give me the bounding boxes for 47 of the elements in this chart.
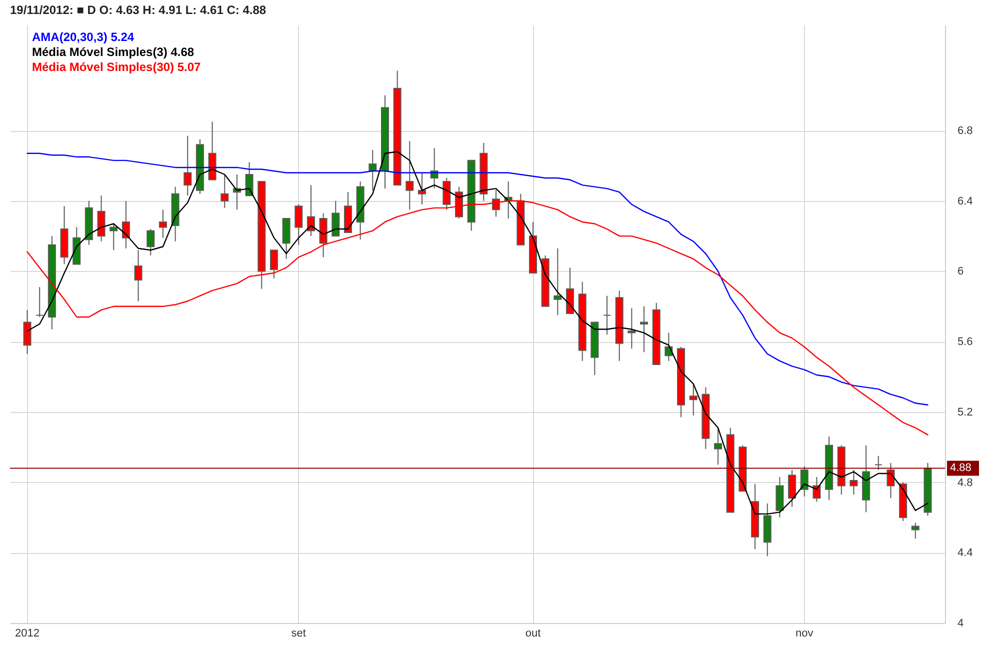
candlestick: [23, 309, 32, 354]
candlestick: [306, 184, 315, 237]
candlestick: [886, 462, 895, 499]
y-tick-label: 6.8: [958, 125, 973, 138]
candlestick: [368, 149, 377, 191]
candlestick: [850, 469, 858, 496]
candlestick: [800, 466, 808, 497]
ref-line-label: 4.88: [950, 462, 972, 474]
candlestick: [640, 306, 648, 353]
candlestick: [294, 204, 303, 246]
candlestick: [245, 162, 254, 196]
candlestick: [788, 469, 796, 508]
text: Média Móvel Simples(3) 4.68: [32, 45, 194, 59]
y-tick-label: 4.4: [958, 547, 973, 560]
candlestick: [158, 209, 167, 238]
y-tick-label: 4: [958, 618, 964, 630]
candlestick: [874, 455, 882, 470]
y-tick-label: 6.4: [958, 195, 973, 208]
candlestick: [184, 135, 192, 196]
x-tick-label: out: [525, 628, 541, 640]
x-tick-label: nov: [796, 628, 814, 640]
y-tick-label: 6: [958, 266, 964, 278]
candlestick: [406, 140, 414, 210]
candlestick: [911, 522, 920, 540]
candlestick: [628, 308, 636, 350]
candlestick: [220, 174, 229, 208]
candlestick: [418, 172, 426, 205]
chart-title: 19/11/2012: ■ D O: 4.63 H: 4.91 L: 4.61 C: 4.88: [10, 3, 266, 17]
candlestick: [603, 295, 612, 336]
candlestick: [554, 248, 562, 316]
candlestick: [146, 228, 155, 256]
y-tick-label: 5.6: [958, 336, 973, 348]
candlestick: [714, 427, 722, 466]
candlestick: [134, 250, 142, 302]
text: AMA(20,30,3) 5.24: [32, 30, 134, 44]
candlestick: [689, 383, 698, 416]
line-series: [26, 152, 928, 406]
y-tick-label: 4.8: [958, 476, 973, 489]
candlestick: [110, 223, 118, 251]
candlestick: [122, 200, 130, 249]
text: Média Móvel Simples(30) 5.07: [32, 60, 202, 74]
candlestick: [36, 286, 44, 318]
x-tick-label: 2012: [15, 628, 40, 640]
x-tick-label: set: [291, 628, 306, 640]
candlestick: [332, 200, 340, 237]
y-tick-label: 5.2: [958, 406, 973, 418]
candlestick: [270, 250, 278, 279]
